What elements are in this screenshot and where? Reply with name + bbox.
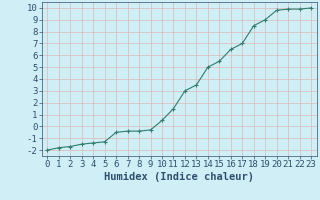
X-axis label: Humidex (Indice chaleur): Humidex (Indice chaleur) [104,172,254,182]
